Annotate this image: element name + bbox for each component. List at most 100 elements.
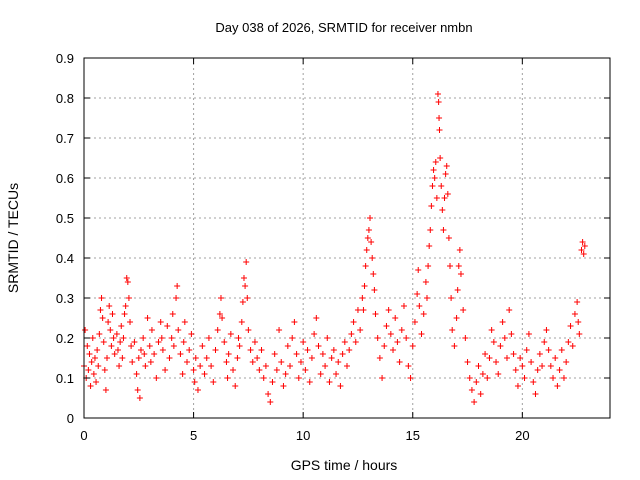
- data-point: [578, 247, 585, 253]
- data-point: [184, 359, 191, 365]
- data-point: [460, 307, 467, 313]
- data-point: [579, 239, 586, 245]
- data-point: [556, 367, 563, 373]
- data-point: [102, 387, 109, 393]
- data-point: [350, 319, 357, 325]
- y-axis-label: SRMTID / TECUs: [5, 183, 21, 293]
- data-point: [425, 263, 432, 269]
- data-point: [362, 263, 369, 269]
- data-point: [162, 367, 169, 373]
- data-point: [166, 355, 173, 361]
- data-point: [308, 355, 315, 361]
- data-point: [346, 347, 353, 353]
- data-point: [199, 343, 206, 349]
- data-point: [205, 335, 212, 341]
- data-point: [517, 355, 524, 361]
- data-point: [302, 367, 309, 373]
- data-point: [295, 375, 302, 381]
- data-point: [170, 343, 177, 349]
- x-axis-label: GPS time / hours: [291, 457, 398, 473]
- data-point: [104, 355, 111, 361]
- data-point: [304, 347, 311, 353]
- data-point: [536, 351, 543, 357]
- data-point: [361, 283, 368, 289]
- x-tick-label: 15: [406, 428, 420, 443]
- data-point: [415, 267, 422, 273]
- data-point: [558, 347, 565, 353]
- data-point: [221, 339, 228, 345]
- y-tick-label: 0.9: [56, 51, 74, 66]
- data-point: [398, 327, 405, 333]
- data-point: [581, 243, 588, 249]
- data-point: [376, 355, 383, 361]
- data-point: [282, 371, 289, 377]
- data-point: [409, 343, 416, 349]
- data-point: [565, 339, 572, 345]
- data-point: [118, 323, 125, 329]
- data-point: [426, 243, 433, 249]
- data-point: [430, 167, 437, 173]
- data-point: [448, 295, 455, 301]
- data-point: [98, 295, 105, 301]
- data-point: [107, 327, 114, 333]
- data-point: [394, 339, 401, 345]
- data-point: [354, 307, 361, 313]
- data-point: [87, 383, 94, 389]
- data-point: [477, 391, 484, 397]
- data-point: [326, 379, 333, 385]
- data-point: [379, 375, 386, 381]
- data-point: [414, 291, 421, 297]
- y-tick-label: 0.8: [56, 91, 74, 106]
- data-point: [499, 319, 506, 325]
- data-point: [113, 331, 120, 337]
- data-point: [284, 343, 291, 349]
- data-point: [486, 355, 493, 361]
- data-point: [341, 339, 348, 345]
- data-point: [208, 363, 215, 369]
- data-point: [466, 375, 473, 381]
- data-point: [396, 359, 403, 365]
- data-point: [411, 319, 418, 325]
- data-point: [293, 351, 300, 357]
- data-point: [468, 387, 475, 393]
- data-point: [328, 355, 335, 361]
- data-point: [319, 351, 326, 357]
- data-point: [464, 359, 471, 365]
- y-tick-labels: 0 0.1 0.2 0.3 0.4 0.5 0.6 0.7 0.8 0.9: [56, 51, 74, 426]
- data-point: [455, 263, 462, 269]
- axis-ticks: [83, 57, 610, 419]
- data-point: [181, 319, 188, 325]
- data-point: [434, 91, 441, 97]
- data-point: [510, 351, 517, 357]
- data-point: [567, 323, 574, 329]
- data-point: [120, 335, 127, 341]
- data-point: [339, 351, 346, 357]
- data-point: [475, 363, 482, 369]
- data-point: [224, 375, 231, 381]
- data-point: [242, 283, 249, 289]
- data-point: [151, 351, 158, 357]
- data-point: [88, 359, 95, 365]
- data-point: [240, 275, 247, 281]
- data-point: [449, 327, 456, 333]
- data-point: [273, 367, 280, 373]
- data-point: [168, 335, 175, 341]
- y-tick-label: 0: [67, 411, 74, 426]
- data-point: [545, 347, 552, 353]
- data-point: [438, 183, 445, 189]
- data-point: [330, 347, 337, 353]
- data-point: [123, 275, 130, 281]
- data-point: [441, 195, 448, 201]
- data-point: [245, 327, 252, 333]
- data-point: [297, 359, 304, 365]
- data-point: [247, 347, 254, 353]
- data-point: [90, 371, 97, 377]
- data-point: [532, 391, 539, 397]
- data-point: [249, 359, 256, 365]
- data-point: [169, 311, 176, 317]
- data-point: [235, 335, 242, 341]
- data-point: [506, 307, 513, 313]
- data-point: [571, 311, 578, 317]
- data-point: [539, 363, 546, 369]
